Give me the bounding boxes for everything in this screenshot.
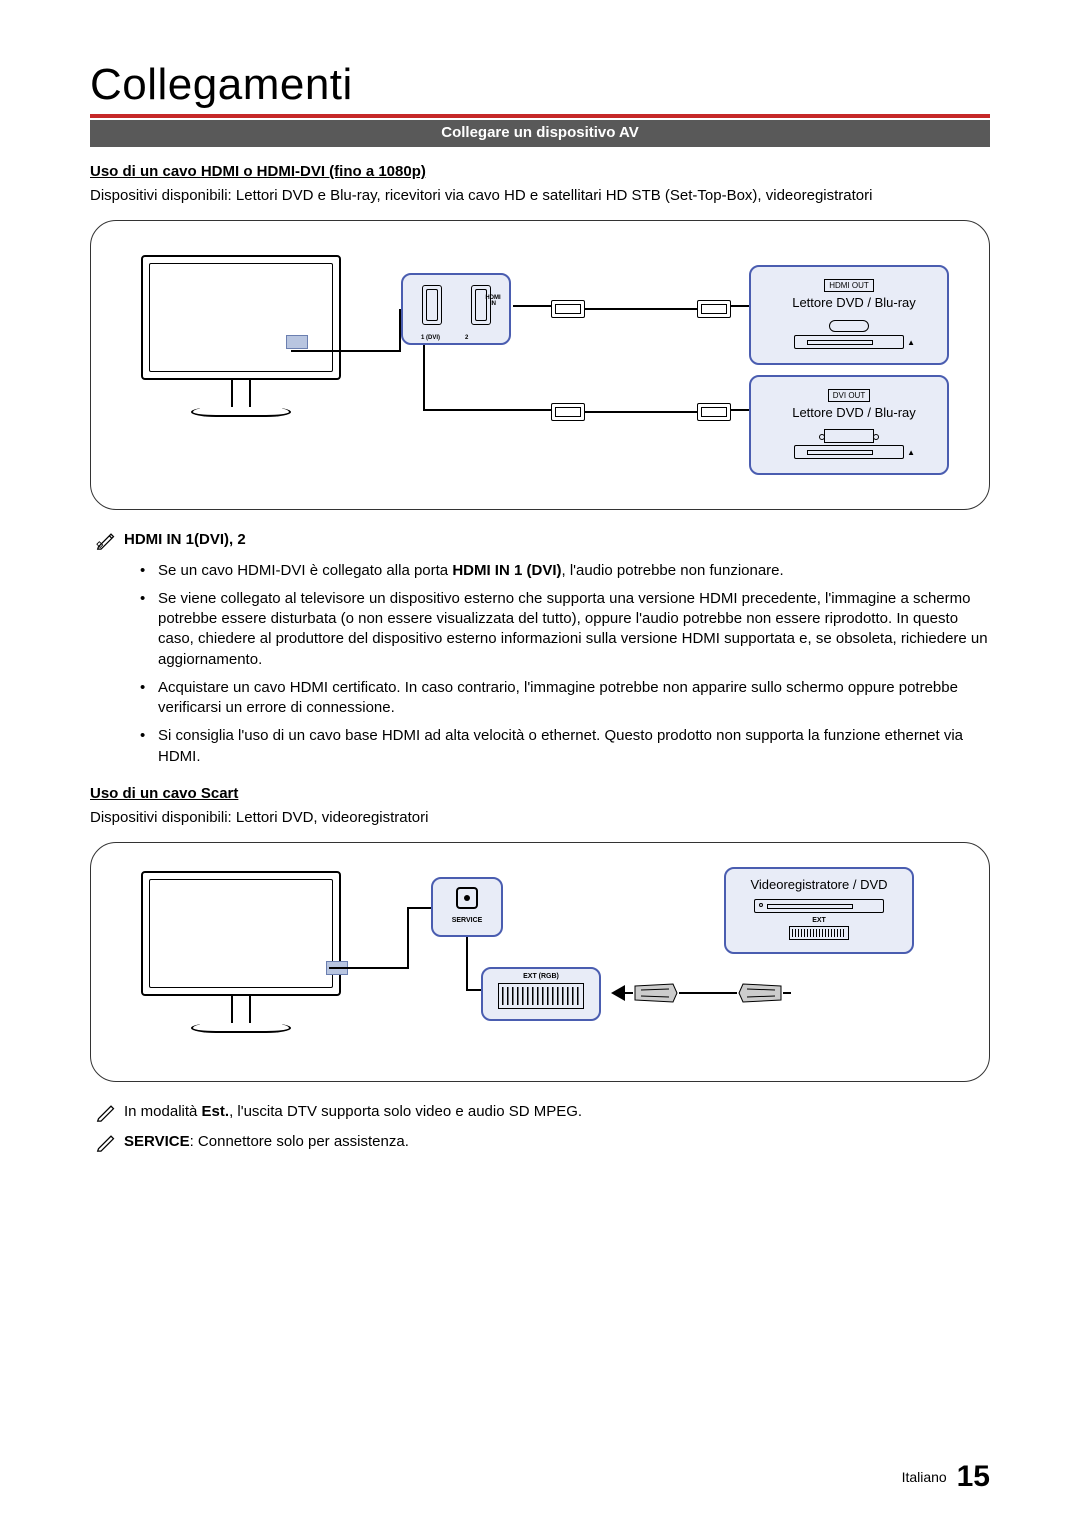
scart-diagram: SERVICE EXT (RGB) bbox=[90, 842, 990, 1082]
hdmi-port2-label: 2 bbox=[465, 335, 468, 341]
arrow-icon bbox=[611, 985, 625, 1001]
wire bbox=[329, 967, 409, 969]
hdmi-cable bbox=[551, 297, 731, 321]
wire bbox=[625, 992, 633, 994]
section-header: Collegare un dispositivo AV bbox=[90, 120, 990, 147]
wire bbox=[423, 409, 553, 411]
note-icon bbox=[96, 530, 116, 556]
note-icon bbox=[96, 1102, 116, 1128]
page-title: Collegamenti bbox=[90, 60, 990, 110]
bullet-text: Se un cavo HDMI-DVI è collegato alla por… bbox=[158, 562, 784, 579]
wire bbox=[513, 305, 553, 307]
hdmi-in-panel: HDMI IN 1 (DVI) 2 bbox=[401, 273, 511, 345]
note2-bold: SERVICE bbox=[124, 1133, 190, 1150]
tv-icon bbox=[141, 255, 361, 425]
wire bbox=[783, 992, 791, 994]
ext-panel: EXT (RGB) bbox=[481, 967, 601, 1021]
device-vcr-dvd: Videoregistratore / DVD EXT bbox=[724, 867, 914, 954]
page-number: 15 bbox=[957, 1460, 990, 1493]
scart-intro: Dispositivi disponibili: Lettori DVD, vi… bbox=[90, 808, 990, 828]
bullet: Se viene collegato al televisore un disp… bbox=[146, 589, 990, 670]
dvi-out-label: DVI OUT bbox=[828, 389, 870, 402]
bullet: Acquistare un cavo HDMI certificato. In … bbox=[146, 678, 990, 719]
device2-title: Lettore DVD / Blu-ray bbox=[792, 405, 916, 421]
wire bbox=[291, 350, 401, 352]
hdmi-note-label: HDMI IN 1(DVI), 2 bbox=[124, 531, 246, 548]
wire bbox=[423, 345, 425, 411]
device-dvd-dvi: DVI OUT Lettore DVD / Blu-ray ▲ bbox=[749, 375, 949, 475]
note1-bold: Est. bbox=[202, 1103, 230, 1120]
wire bbox=[466, 937, 468, 991]
note1-pre: In modalità bbox=[124, 1103, 202, 1120]
device-ext-label: EXT bbox=[736, 917, 902, 924]
hdmi-dvi-cable bbox=[551, 400, 731, 424]
bullet: Se un cavo HDMI-DVI è collegato alla por… bbox=[146, 561, 990, 581]
scart-cable bbox=[633, 981, 783, 1005]
hdmi-in-label: HDMI IN bbox=[483, 295, 503, 307]
device-dvd-hdmi: HDMI OUT Lettore DVD / Blu-ray ▲ bbox=[749, 265, 949, 365]
tv-icon bbox=[141, 871, 361, 1041]
note-icon bbox=[96, 1132, 116, 1158]
hdmi-subheading: Uso di un cavo HDMI o HDMI-DVI (fino a 1… bbox=[90, 163, 990, 180]
wire bbox=[466, 989, 482, 991]
hdmi-note: HDMI IN 1(DVI), 2 bbox=[90, 530, 990, 550]
wire bbox=[407, 907, 409, 969]
scart-note-1: In modalità Est., l'uscita DTV supporta … bbox=[90, 1102, 990, 1122]
hdmi-diagram: HDMI IN 1 (DVI) 2 HDMI OUT Lettore DVD /… bbox=[90, 220, 990, 510]
hdmi-intro: Dispositivi disponibili: Lettori DVD e B… bbox=[90, 186, 990, 206]
device1-title: Lettore DVD / Blu-ray bbox=[792, 295, 916, 311]
scart-note-2: SERVICE: Connettore solo per assistenza. bbox=[90, 1132, 990, 1152]
note2-post: : Connettore solo per assistenza. bbox=[190, 1133, 409, 1150]
ext-rgb-label: EXT (RGB) bbox=[483, 973, 599, 980]
hdmi-bullets: Se un cavo HDMI-DVI è collegato alla por… bbox=[90, 561, 990, 767]
scart-subheading: Uso di un cavo Scart bbox=[90, 785, 990, 802]
service-panel: SERVICE bbox=[431, 877, 503, 937]
device3-title: Videoregistratore / DVD bbox=[736, 877, 902, 893]
service-label: SERVICE bbox=[433, 917, 501, 924]
hdmi-out-label: HDMI OUT bbox=[824, 279, 874, 292]
note1-post: , l'uscita DTV supporta solo video e aud… bbox=[229, 1103, 582, 1120]
hdmi-port1-label: 1 (DVI) bbox=[421, 335, 440, 341]
wire bbox=[407, 907, 431, 909]
page-footer: Italiano 15 bbox=[902, 1460, 990, 1494]
footer-lang: Italiano bbox=[902, 1469, 947, 1485]
red-divider bbox=[90, 114, 990, 118]
bullet: Si consiglia l'uso di un cavo base HDMI … bbox=[146, 726, 990, 767]
